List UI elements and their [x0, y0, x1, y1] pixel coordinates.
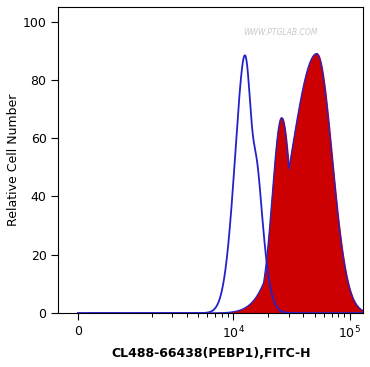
Y-axis label: Relative Cell Number: Relative Cell Number	[7, 94, 20, 226]
X-axis label: CL488-66438(PEBP1),FITC-H: CL488-66438(PEBP1),FITC-H	[111, 347, 310, 360]
Text: WWW.PTGLAB.COM: WWW.PTGLAB.COM	[243, 28, 318, 37]
